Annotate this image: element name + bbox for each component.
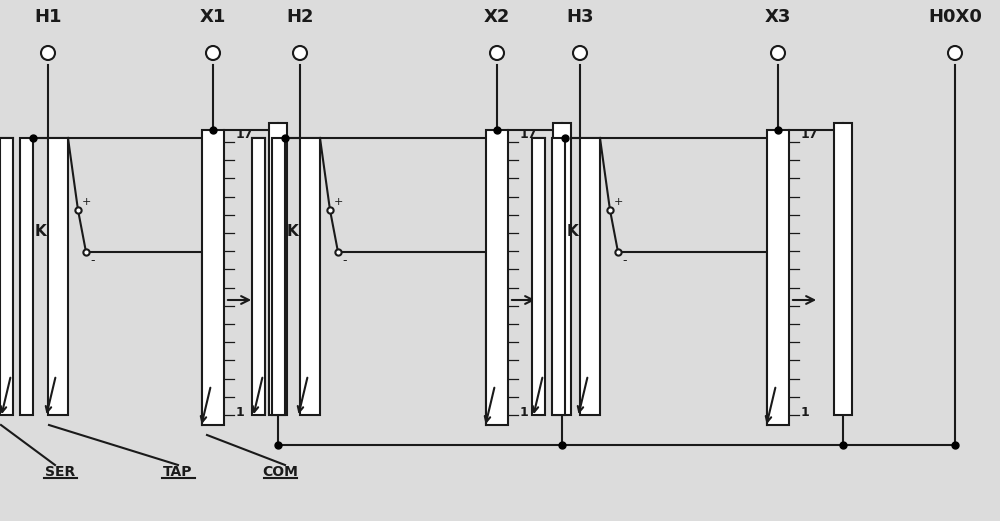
Text: X2: X2 [484,8,510,26]
Text: K: K [566,224,578,239]
Bar [272,138,285,415]
Text: 17: 17 [236,128,254,141]
Text: 1: 1 [801,406,810,419]
Bar [767,130,789,425]
Text: +: + [82,197,91,207]
Text: 17: 17 [520,128,538,141]
Bar [20,138,33,415]
Bar [0,138,13,415]
Text: K: K [286,224,298,239]
Text: H0X0: H0X0 [928,8,982,26]
Bar [269,123,287,415]
Bar [252,138,265,415]
Text: SER: SER [45,465,75,479]
Bar [553,123,571,415]
Text: +: + [334,197,343,207]
Text: X1: X1 [200,8,226,26]
Bar [202,130,224,425]
Bar [580,138,600,415]
Bar [486,130,508,425]
Bar [532,138,545,415]
Circle shape [948,46,962,60]
Circle shape [490,46,504,60]
Circle shape [293,46,307,60]
Text: 17: 17 [801,128,818,141]
Text: K: K [34,224,46,239]
Text: H1: H1 [34,8,62,26]
Text: -: - [342,254,347,267]
Text: TAP: TAP [163,465,193,479]
Bar [300,138,320,415]
Text: 1: 1 [236,406,245,419]
Text: 1: 1 [520,406,529,419]
Text: COM: COM [262,465,298,479]
Circle shape [206,46,220,60]
Bar [552,138,565,415]
Circle shape [771,46,785,60]
Text: -: - [622,254,626,267]
Circle shape [573,46,587,60]
Text: +: + [614,197,623,207]
Text: X3: X3 [765,8,791,26]
Bar [48,138,68,415]
Text: -: - [90,254,94,267]
Text: H2: H2 [286,8,314,26]
Bar [834,123,852,415]
Circle shape [41,46,55,60]
Text: H3: H3 [566,8,594,26]
